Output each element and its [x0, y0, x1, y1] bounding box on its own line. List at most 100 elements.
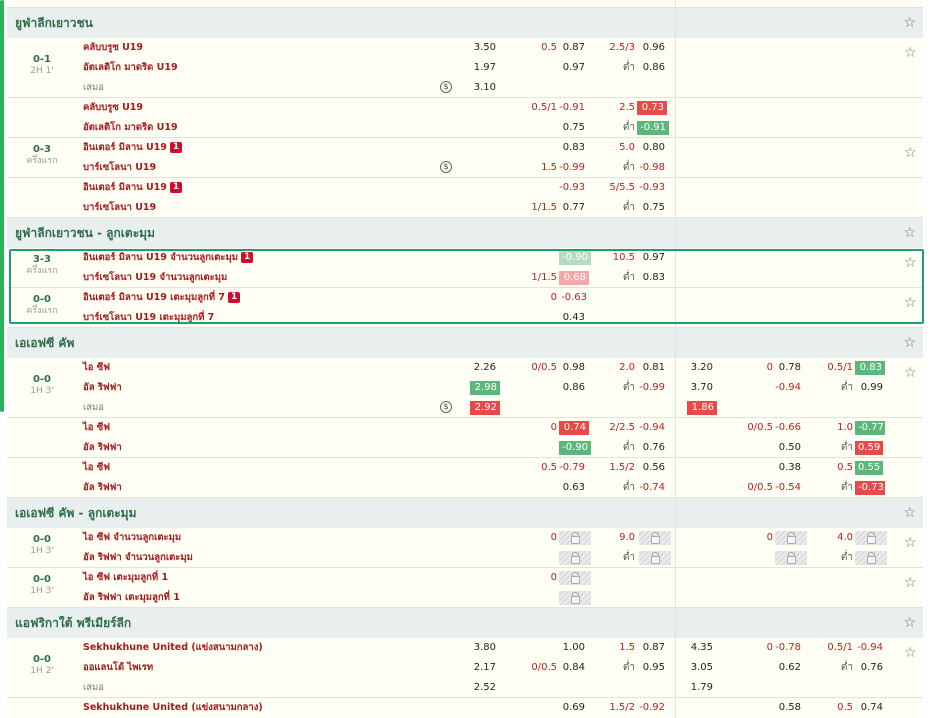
odd-1x2[interactable]: 2.98 — [470, 381, 500, 395]
odd-home[interactable]: -0.63 — [561, 292, 587, 303]
star-icon[interactable]: ☆ — [904, 535, 917, 551]
star-icon[interactable]: ☆ — [904, 145, 917, 161]
star-icon[interactable]: ☆ — [903, 615, 916, 631]
odd-home[interactable]: 0.69 — [562, 702, 585, 713]
odd-away[interactable]: 0.86 — [562, 382, 585, 393]
fh-odd-draw[interactable]: 1.86 — [687, 401, 717, 415]
league-header[interactable]: ยูฟ่าลีกเยาวชน - ลูกเตะมุม ☆ — [7, 218, 923, 248]
odd-over[interactable]: -0.92 — [639, 702, 665, 713]
fh-odd-home[interactable]: 0.58 — [778, 702, 801, 713]
odd-away[interactable]: 0.43 — [562, 312, 585, 323]
odd-under[interactable]: -0.74 — [639, 482, 665, 493]
home-team-name: อินเตอร์ มิลาน U19 จำนวนลูกเตะมุม — [83, 252, 239, 263]
fh-odd-home[interactable]: -0.78 — [775, 642, 801, 653]
odd-home[interactable]: 1.00 — [562, 642, 585, 653]
star-icon[interactable]: ☆ — [904, 45, 917, 61]
odd-home[interactable]: 0.87 — [562, 42, 585, 53]
fh-odd-under[interactable]: 0.76 — [860, 662, 883, 673]
odd-over[interactable]: 0.87 — [642, 642, 665, 653]
fh-odd-away[interactable]: 0.62 — [778, 662, 801, 673]
odd-over[interactable]: -0.93 — [639, 182, 665, 193]
odd-over[interactable]: 0.80 — [642, 142, 665, 153]
fh-handicap: 0 — [766, 362, 773, 373]
odd-under[interactable]: -0.99 — [639, 382, 665, 393]
odd-home[interactable]: -0.79 — [559, 462, 585, 473]
fh-odd-1x2[interactable]: 4.35 — [690, 642, 713, 653]
star-icon[interactable]: ☆ — [903, 225, 916, 241]
odd-under[interactable]: -0.91 — [637, 121, 669, 135]
odd-over[interactable]: 0.81 — [642, 362, 665, 373]
fh-odd-1x2[interactable]: 3.20 — [690, 362, 713, 373]
league-header[interactable]: เอเอฟซี คัพ - ลูกเตะมุม ☆ — [7, 498, 923, 528]
odd-under[interactable]: 0.75 — [642, 202, 665, 213]
fh-odd-1x2[interactable]: 3.05 — [690, 662, 713, 673]
fh-odd-over[interactable]: 0.55 — [855, 461, 883, 475]
over-under-line: 10.5 — [612, 252, 635, 263]
odd-away[interactable]: 0.63 — [562, 482, 585, 493]
odd-home[interactable]: 0.83 — [562, 142, 585, 153]
odd-1x2[interactable]: 3.50 — [473, 42, 496, 53]
league-header[interactable]: แอฟริกาใต้ พรีเมียร์ลีก ☆ — [7, 608, 923, 638]
odd-draw[interactable]: 2.52 — [473, 682, 496, 693]
odd-draw[interactable]: 2.92 — [470, 401, 500, 415]
star-icon[interactable]: ☆ — [903, 335, 916, 351]
odd-under[interactable]: 0.86 — [642, 62, 665, 73]
away-team: อัล ริฟฟา — [83, 382, 122, 393]
league-header[interactable]: เอเอฟซี คัพ ☆ — [7, 328, 923, 358]
fh-odd-under[interactable]: 0.59 — [855, 441, 883, 455]
under-label: ต่ำ — [622, 382, 635, 393]
fh-odd-away[interactable]: -0.54 — [775, 482, 801, 493]
odd-over[interactable]: 0.96 — [642, 42, 665, 53]
odd-home[interactable]: 0.74 — [559, 421, 589, 435]
odd-under[interactable]: 0.76 — [642, 442, 665, 453]
odd-home[interactable]: -0.91 — [559, 102, 585, 113]
odd-away[interactable]: 0.97 — [562, 62, 585, 73]
odd-1x2[interactable]: 2.26 — [473, 362, 496, 373]
fh-odd-over[interactable]: 0.83 — [855, 361, 885, 375]
fh-odd-draw[interactable]: 1.79 — [690, 682, 713, 693]
odd-away[interactable]: 0.84 — [562, 662, 585, 673]
match-time: ครึ่งแรก — [26, 306, 58, 316]
fh-odd-under[interactable]: -0.73 — [855, 481, 885, 495]
fh-odd-over[interactable]: -0.94 — [857, 642, 883, 653]
star-icon[interactable]: ☆ — [904, 575, 917, 591]
star-icon[interactable]: ☆ — [904, 365, 917, 381]
odd-home[interactable]: -0.93 — [559, 182, 585, 193]
over-under-line: 1.5 — [619, 642, 635, 653]
odd-1x2[interactable]: 2.17 — [473, 662, 496, 673]
odd-1x2[interactable]: 3.80 — [473, 642, 496, 653]
fh-odd-under[interactable]: 0.99 — [860, 382, 883, 393]
star-icon[interactable]: ☆ — [904, 295, 917, 311]
fh-odd-over[interactable]: 0.74 — [860, 702, 883, 713]
away-team: อัล ริฟฟา — [83, 442, 122, 453]
odd-under[interactable]: -0.98 — [639, 162, 665, 173]
odd-away[interactable]: 0.77 — [562, 202, 585, 213]
fh-odd-home[interactable]: 0.78 — [778, 362, 801, 373]
odd-over[interactable]: 0.73 — [637, 101, 667, 115]
odd-away[interactable]: -0.90 — [559, 441, 591, 455]
odd-draw[interactable]: 3.10 — [473, 82, 496, 93]
match-block: 0-0 1H 2' ☆ Sekhukhune United (แข่งสนามกล… — [7, 638, 923, 698]
fh-odd-away[interactable]: 0.50 — [778, 442, 801, 453]
fh-odd-away[interactable]: -0.94 — [775, 382, 801, 393]
odd-away[interactable]: 0.75 — [562, 122, 585, 133]
odd-home[interactable]: 0.98 — [562, 362, 585, 373]
fh-odd-home[interactable]: 0.38 — [778, 462, 801, 473]
odd-home[interactable]: -0.90 — [559, 251, 591, 265]
odd-away[interactable]: -0.99 — [559, 162, 585, 173]
fh-odd-1x2[interactable]: 3.70 — [690, 382, 713, 393]
fh-odd-home[interactable]: -0.66 — [775, 422, 801, 433]
league-header[interactable]: ยูฟ่าลีกเยาวชน ☆ — [7, 8, 923, 38]
star-icon[interactable]: ☆ — [903, 15, 916, 31]
odd-over[interactable]: -0.94 — [639, 422, 665, 433]
odd-1x2[interactable]: 1.97 — [473, 62, 496, 73]
odd-over[interactable]: 0.97 — [642, 252, 665, 263]
odd-under[interactable]: 0.83 — [642, 272, 665, 283]
odd-under[interactable]: 0.95 — [642, 662, 665, 673]
odd-away[interactable]: 0.68 — [559, 271, 589, 285]
fh-odd-over[interactable]: -0.77 — [855, 421, 885, 435]
star-icon[interactable]: ☆ — [903, 505, 916, 521]
star-icon[interactable]: ☆ — [904, 255, 917, 271]
odd-over[interactable]: 0.56 — [642, 462, 665, 473]
star-icon[interactable]: ☆ — [904, 645, 917, 661]
